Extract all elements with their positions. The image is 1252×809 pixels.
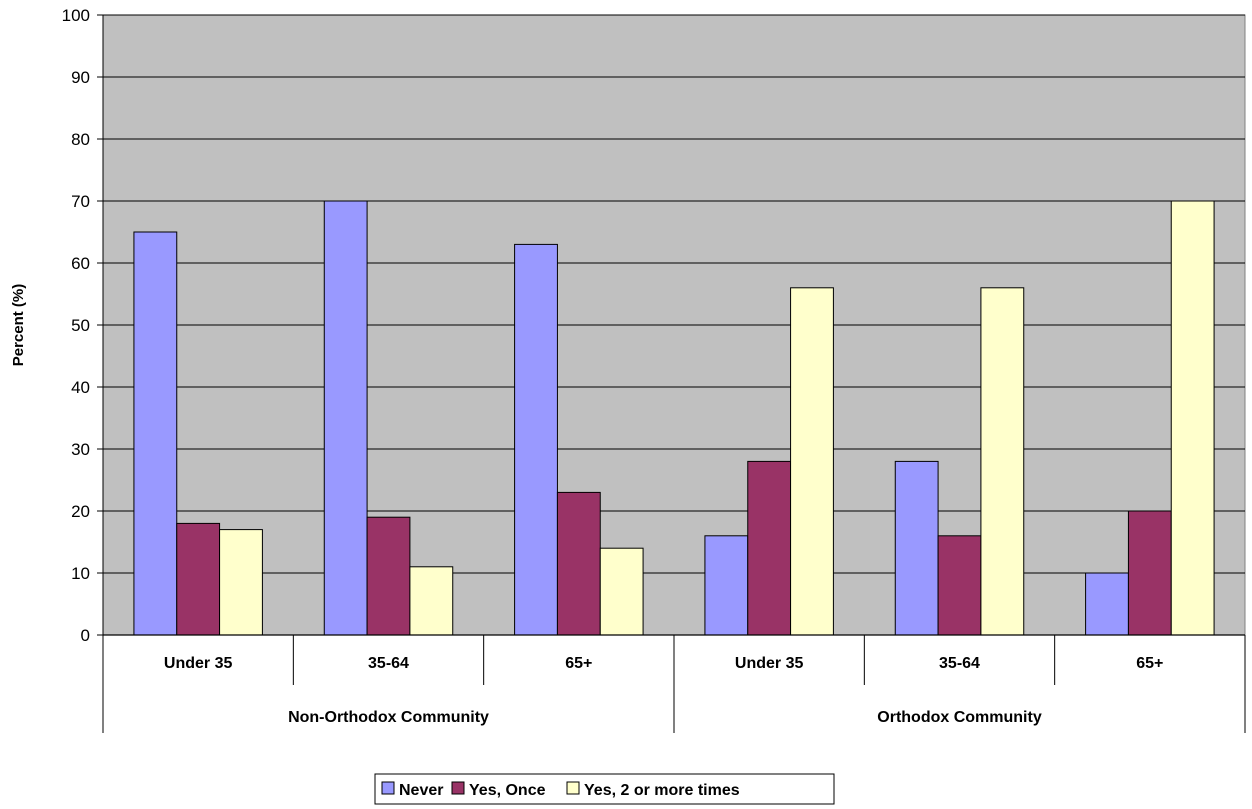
- bar-never-4: [704, 535, 749, 636]
- legend-swatch: [566, 781, 580, 795]
- y-tick-label: 0: [81, 626, 90, 645]
- x-category-labels: Under 35 35-64 65+ Under 35 35-64 65+ Non-Orth…: [102, 635, 1246, 733]
- bar-never-3: [514, 243, 558, 636]
- bar-yes-once-2: [366, 516, 411, 636]
- legend-label: Never: [399, 782, 443, 799]
- y-tick-label: 50: [71, 316, 90, 335]
- bar-yes-2-or-more-times-4: [790, 287, 834, 636]
- bar-never-2: [323, 200, 368, 636]
- bar-yes-2-or-more-times-3: [599, 547, 644, 636]
- gridlines: [103, 14, 1245, 574]
- x-category-label: 35-64: [939, 655, 980, 672]
- bar-yes-2-or-more-times-1: [219, 529, 263, 636]
- bar-yes-2-or-more-times-5: [980, 287, 1025, 636]
- bar-yes-once-6: [1127, 510, 1172, 636]
- y-tick-label: 60: [71, 254, 90, 273]
- x-category-label: 65+: [565, 655, 592, 672]
- x-group-label: Non-Orthodox Community: [288, 709, 489, 726]
- bar-never-1: [133, 231, 178, 636]
- y-tick-label: 10: [71, 564, 90, 583]
- x-category-label: 35-64: [368, 655, 409, 672]
- bar-yes-2-or-more-times-6: [1170, 200, 1215, 636]
- y-tick-labels: 0 10 20 30 40 50 60 70 80 90 100: [62, 6, 90, 645]
- y-tick-label: 40: [71, 378, 90, 397]
- bar-never-6: [1085, 572, 1129, 636]
- legend-label: Yes, Once: [469, 782, 546, 799]
- y-tick-label: 20: [71, 502, 90, 521]
- y-tick-label: 80: [71, 130, 90, 149]
- legend-label: Yes, 2 or more times: [584, 782, 740, 799]
- bar-yes-once-3: [556, 491, 601, 636]
- y-tick-label: 90: [71, 68, 90, 87]
- y-tick-label: 100: [62, 6, 90, 25]
- bar-yes-once-5: [937, 535, 982, 636]
- bar-yes-once-4: [747, 460, 792, 636]
- x-category-label: Under 35: [735, 655, 804, 672]
- legend-swatch: [451, 781, 465, 795]
- bar-never-5: [894, 460, 939, 636]
- y-axis-title: Percent (%): [10, 284, 27, 367]
- legend-swatch: [381, 781, 395, 795]
- x-group-label: Orthodox Community: [877, 709, 1042, 726]
- x-category-label: Under 35: [164, 655, 233, 672]
- x-category-label: 65+: [1136, 655, 1163, 672]
- y-tick-label: 30: [71, 440, 90, 459]
- bar-yes-once-1: [176, 522, 221, 636]
- legend: Never Yes, Once Yes, 2 or more times: [374, 773, 835, 805]
- bar-yes-2-or-more-times-2: [409, 566, 454, 636]
- y-tick-label: 70: [71, 192, 90, 211]
